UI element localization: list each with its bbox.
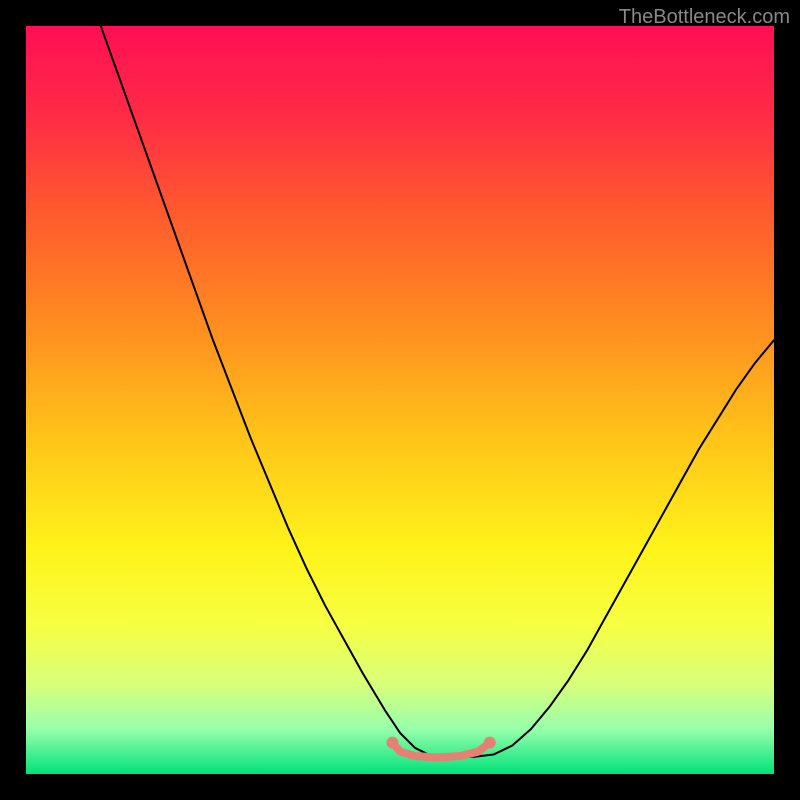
bottleneck-chart: TheBottleneck.com	[0, 0, 800, 800]
gradient-background	[26, 26, 774, 774]
chart-svg	[0, 0, 800, 800]
